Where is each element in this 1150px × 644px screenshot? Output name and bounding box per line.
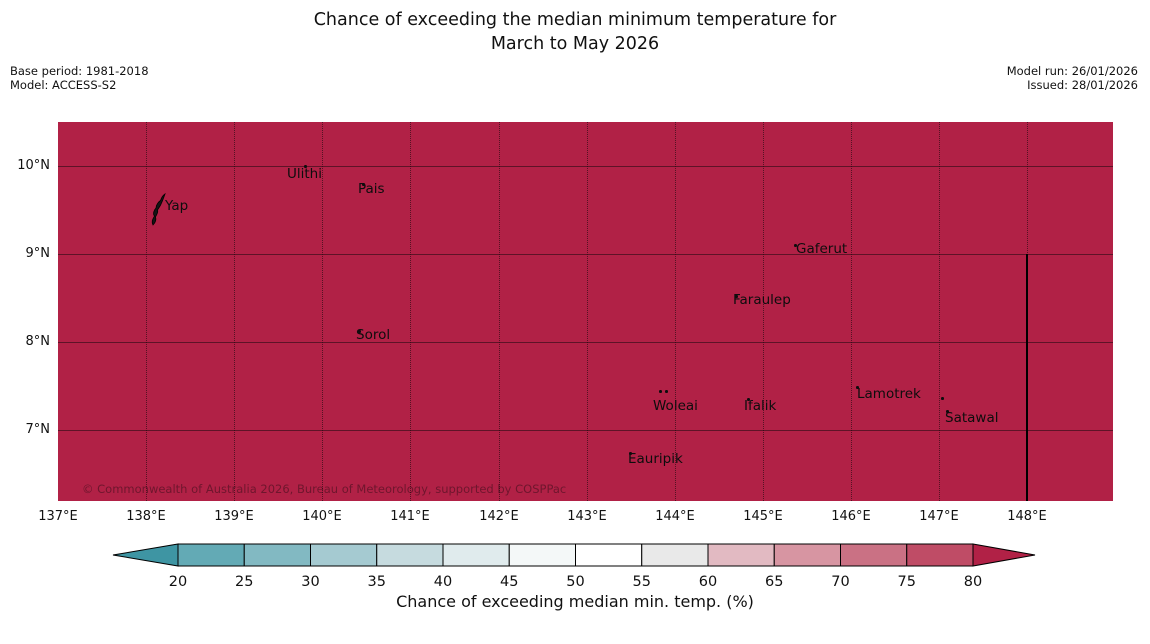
latitude-gridline	[58, 430, 1113, 431]
longitude-gridline	[939, 122, 940, 501]
colorbar-tick-label: 30	[301, 574, 319, 589]
x-tick-label: 145°E	[743, 509, 783, 524]
colorbar-segment	[641, 543, 709, 567]
colorbar-tick-label: 35	[368, 574, 386, 589]
colorbar-under-arrow	[112, 543, 179, 567]
colorbar-segment	[310, 543, 378, 567]
place-label-ulithi: Ulithi	[287, 166, 322, 182]
place-label-woleai: Woleai	[653, 398, 698, 414]
run-info: Model run: 26/01/2026 Issued: 28/01/2026	[1006, 64, 1138, 92]
x-tick-label: 137°E	[38, 509, 78, 524]
place-label-yap: Yap	[165, 198, 189, 214]
copyright-text: © Commonwealth of Australia 2026, Bureau…	[82, 482, 567, 496]
latitude-gridline	[58, 254, 1113, 255]
colorbar-segment	[508, 543, 576, 567]
colorbar-tick-label: 70	[831, 574, 849, 589]
colorbar-tick-label: 65	[765, 574, 783, 589]
issued-text: Issued: 28/01/2026	[1027, 77, 1138, 92]
colorbar-tick-label: 80	[964, 574, 982, 589]
place-label-sorol: Sorol	[356, 327, 391, 343]
model-info: Base period: 1981-2018 Model: ACCESS-S2	[10, 64, 149, 92]
island-dot-lamotrek	[941, 397, 944, 400]
colorbar-segment	[442, 543, 510, 567]
x-tick-label: 147°E	[919, 509, 959, 524]
x-tick-label: 146°E	[831, 509, 871, 524]
y-tick-label: 9°N	[25, 246, 51, 261]
place-label-ifalik: Ifalik	[744, 398, 777, 414]
island-dot-satawal	[946, 410, 949, 413]
colorbar-segment	[707, 543, 775, 567]
colorbar-tick-label: 50	[566, 574, 584, 589]
page-title-period: March to May 2026	[490, 34, 660, 54]
longitude-gridline	[146, 122, 147, 501]
meridian-boundary-line	[1026, 254, 1028, 501]
x-tick-label: 142°E	[479, 509, 519, 524]
y-tick-label: 10°N	[17, 158, 50, 173]
longitude-gridline	[234, 122, 235, 501]
island-dot-ifalik	[747, 398, 750, 401]
place-label-lamotrek: Lamotrek	[857, 386, 921, 402]
place-label-eauripik: Eauripik	[628, 451, 683, 467]
place-label-gaferut: Gaferut	[796, 241, 848, 257]
map-area: © Commonwealth of Australia 2026, Bureau…	[58, 122, 1113, 501]
x-tick-label: 141°E	[390, 509, 430, 524]
base-period-text: Base period: 1981-2018	[10, 64, 149, 78]
page-title: Chance of exceeding the median minimum t…	[313, 10, 837, 30]
island-dot-pais	[362, 183, 365, 186]
island-dot-woleai	[665, 390, 668, 393]
colorbar-segment	[376, 543, 444, 567]
x-tick-label: 139°E	[214, 509, 254, 524]
x-tick-label: 138°E	[126, 509, 166, 524]
colorbar-tick-label: 45	[500, 574, 518, 589]
colorbar-segment	[575, 543, 643, 567]
longitude-gridline	[851, 122, 852, 501]
longitude-gridline	[322, 122, 323, 501]
yap-island-shape	[151, 192, 166, 226]
colorbar-tick-label: 25	[235, 574, 253, 589]
x-tick-label: 144°E	[655, 509, 695, 524]
model-run-text: Model run: 26/01/2026	[1006, 64, 1138, 78]
x-tick-label: 143°E	[567, 509, 607, 524]
model-name-text: Model: ACCESS-S2	[10, 77, 117, 92]
latitude-gridline	[58, 342, 1113, 343]
x-tick-label: 148°E	[1007, 509, 1047, 524]
island-dot-ulithi	[304, 165, 307, 168]
longitude-gridline	[410, 122, 411, 501]
x-tick-label: 140°E	[302, 509, 342, 524]
island-dot-eauripik	[629, 452, 632, 455]
colorbar-segment	[906, 543, 974, 567]
longitude-gridline	[587, 122, 588, 501]
place-label-satawal: Satawal	[945, 410, 999, 426]
island-dot-lamotrek	[856, 386, 859, 389]
colorbar-over-arrow	[972, 543, 1036, 567]
colorbar-label: Chance of exceeding median min. temp. (%…	[396, 592, 754, 611]
latitude-gridline	[58, 166, 1113, 167]
longitude-gridline	[763, 122, 764, 501]
island-dot-faraulep	[735, 295, 738, 298]
y-tick-label: 7°N	[25, 422, 51, 437]
place-label-faraulep: Faraulep	[733, 292, 791, 308]
colorbar-segment	[177, 543, 245, 567]
colorbar-tick-label: 20	[169, 574, 187, 589]
colorbar-tick-label: 75	[898, 574, 916, 589]
colorbar-tick-label: 40	[434, 574, 452, 589]
island-dot-gaferut	[794, 244, 797, 247]
island-dot-sorol	[358, 330, 361, 333]
longitude-gridline	[499, 122, 500, 501]
colorbar-segment	[840, 543, 908, 567]
island-dot-woleai	[659, 390, 662, 393]
y-tick-label: 8°N	[25, 334, 51, 349]
colorbar: 20 25 30 35 40 45 50 55 60 65 70 75 80	[112, 543, 1036, 589]
colorbar-tick-label: 60	[699, 574, 717, 589]
colorbar-segment	[773, 543, 841, 567]
place-label-pais: Pais	[358, 181, 385, 197]
colorbar-tick-label: 55	[633, 574, 651, 589]
colorbar-segment	[243, 543, 311, 567]
longitude-gridline	[675, 122, 676, 501]
